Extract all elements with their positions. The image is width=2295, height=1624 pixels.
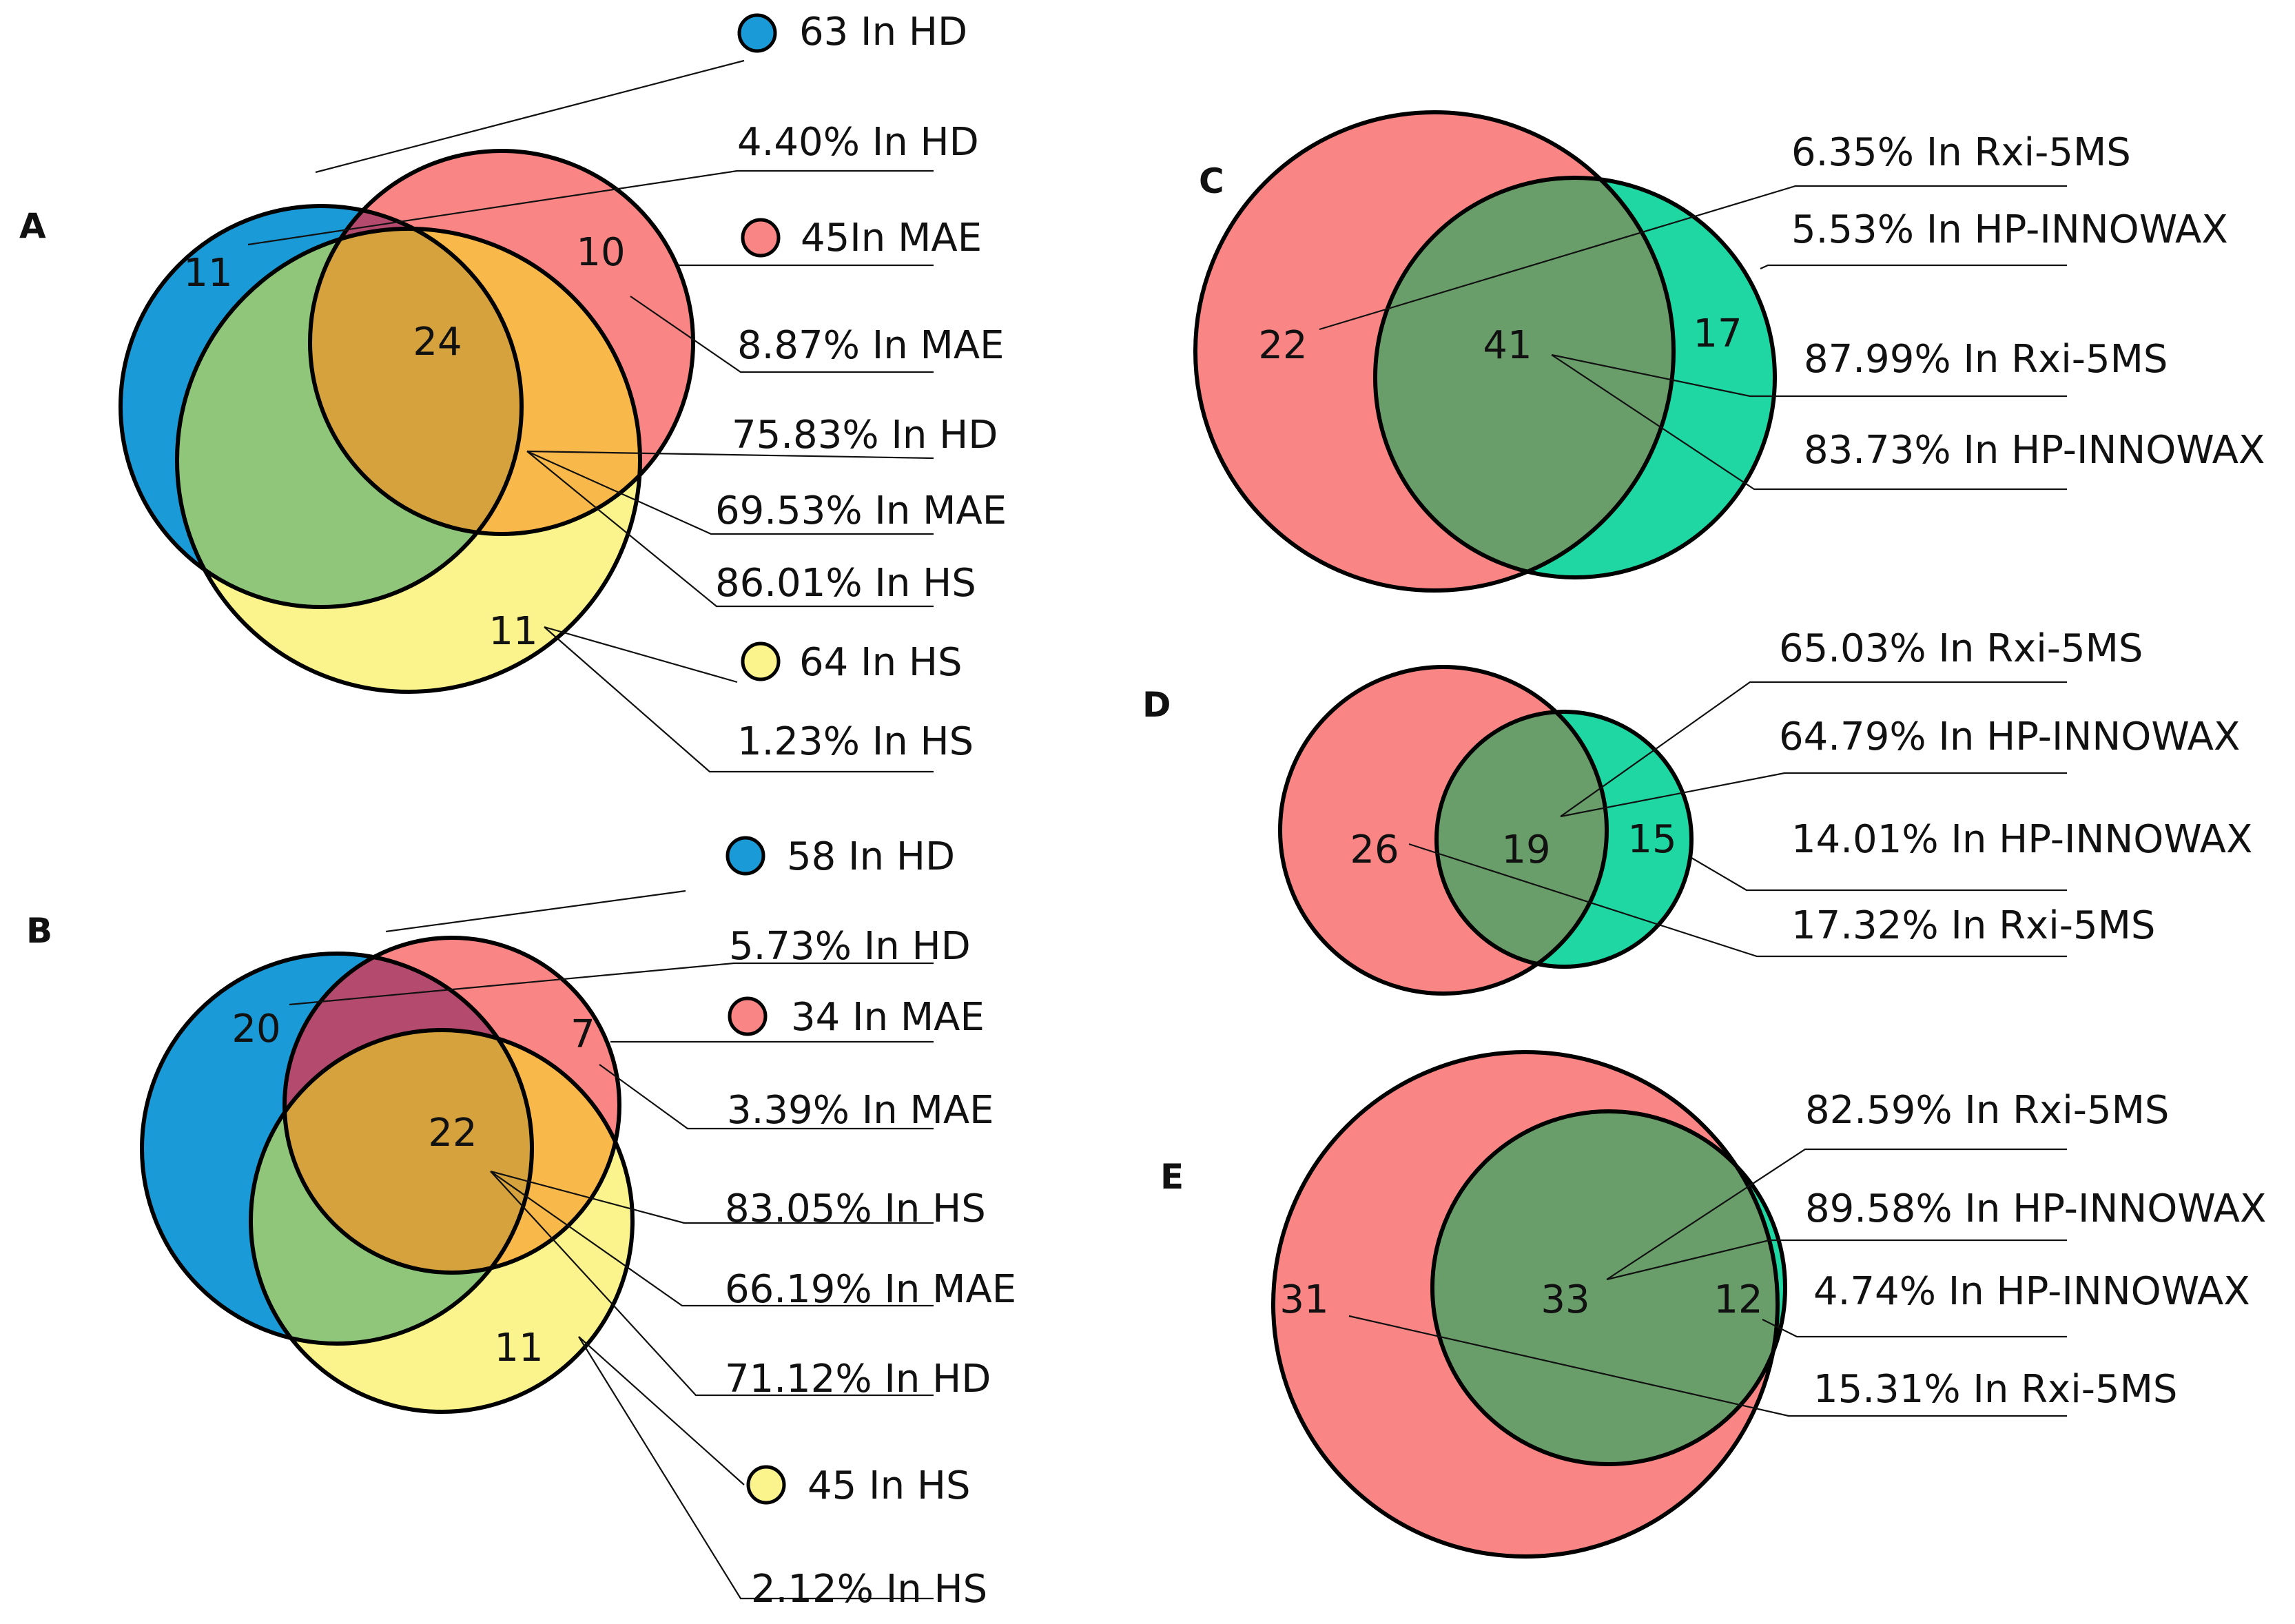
pct-center-label-3: 86.01% In HS: [715, 561, 976, 606]
pct-center-label-3: 71.12% In HD: [725, 1357, 991, 1401]
region-mae-only: 7: [570, 1012, 595, 1057]
panel-b: B 20 7 22 11 58 In HD 5.73% In HD 34 In …: [26, 834, 1016, 1612]
region-hd-only: 20: [231, 1007, 280, 1051]
legend-hd-dot: [737, 13, 777, 53]
region-hd-only: 11: [183, 251, 232, 296]
pct-center-label-1: 83.05% In HS: [725, 1186, 986, 1231]
line-label-2: 5.53% In HP-INNOWAX: [1791, 207, 2228, 252]
legend-hs-dot: [746, 1465, 786, 1505]
pct-center-label-2: 69.53% In MAE: [715, 489, 1007, 533]
line-label-3: 14.01% In HP-INNOWAX: [1791, 817, 2252, 862]
region-hs-only: 11: [488, 609, 537, 654]
line-label-2: 89.58% In HP-INNOWAX: [1805, 1186, 2266, 1231]
line-label-3: 4.74% In HP-INNOWAX: [1813, 1269, 2250, 1314]
pct-hs-only-label: 1.23% In HS: [737, 719, 974, 764]
region-hs-only: 11: [494, 1326, 543, 1370]
line-label-2: 64.79% In HP-INNOWAX: [1779, 715, 2240, 759]
region-left: 26: [1350, 828, 1399, 872]
pct-hd-only-label: 5.73% In HD: [729, 924, 971, 969]
line-label-1: 82.59% In Rxi-5MS: [1805, 1088, 2169, 1133]
region-overlap: 41: [1483, 323, 1532, 368]
panel-letter-c: C: [1199, 161, 1224, 201]
line-label-3: 87.99% In Rxi-5MS: [1804, 337, 2168, 382]
pct-center-label-2: 66.19% In MAE: [725, 1267, 1016, 1312]
region-center: 22: [428, 1111, 477, 1155]
overlap-region: [1432, 1111, 1778, 1464]
panel-a: A 11 10 24 11 63 In HD 4.40% In HD 45In …: [19, 10, 1007, 773]
panel-letter-d: D: [1142, 685, 1171, 725]
panel-c: C 22 41 17 6.35% In Rxi-5MS 5.53% In HP-…: [1193, 110, 2265, 593]
legend-hs-label: 64 In HS: [799, 640, 963, 685]
overlap-region: [1375, 178, 1674, 577]
line-label-1: 65.03% In Rxi-5MS: [1779, 626, 2143, 671]
center-overlap: [310, 229, 522, 534]
region-overlap: 33: [1541, 1277, 1589, 1322]
region-center: 24: [413, 320, 462, 364]
legend-mae-label: 34 In MAE: [791, 995, 985, 1040]
legend-hd-label: 58 In HD: [787, 834, 955, 879]
legend-hs-label: 45 In HS: [807, 1463, 971, 1508]
legend-mae-label: 45In MAE: [801, 216, 982, 260]
region-right: 12: [1713, 1277, 1762, 1322]
pct-center-label-1: 75.83% In HD: [732, 413, 998, 458]
legend-mae-dot: [728, 996, 768, 1036]
region-left: 22: [1258, 323, 1307, 368]
region-left: 31: [1279, 1277, 1328, 1322]
region-right: 15: [1627, 817, 1676, 862]
overlap-region: [1437, 712, 1607, 967]
legend-hd-label: 63 In HD: [799, 10, 967, 54]
pct-hs-only-label: 2.12% In HS: [751, 1567, 987, 1612]
pct-mae-only-label: 3.39% In MAE: [727, 1088, 994, 1133]
line-label-4: 17.32% In Rxi-5MS: [1791, 903, 2155, 948]
legend-mae-dot: [741, 218, 781, 258]
panel-letter-a: A: [19, 206, 46, 246]
legend-hd-dot: [725, 836, 765, 876]
legend-hs-dot: [741, 641, 781, 681]
center-overlap: [285, 1030, 532, 1273]
region-right: 17: [1693, 311, 1742, 356]
line-label-4: 83.73% In HP-INNOWAX: [1804, 428, 2265, 473]
panel-letter-e: E: [1160, 1157, 1184, 1197]
line-label-1: 6.35% In Rxi-5MS: [1791, 130, 2131, 175]
line-label-4: 15.31% In Rxi-5MS: [1813, 1367, 2177, 1412]
panel-e: E 31 33 12 82.59% In Rxi-5MS 89.58% In H…: [1160, 1050, 2266, 1559]
pct-mae-only-label: 8.87% In MAE: [737, 323, 1005, 368]
panel-d: D 26 19 15 65.03% In Rxi-5MS 64.79% In H…: [1142, 626, 2252, 996]
region-mae-only: 10: [576, 230, 625, 275]
pct-hd-only-label: 4.40% In HD: [737, 120, 979, 165]
panel-letter-b: B: [26, 911, 52, 951]
region-overlap: 19: [1501, 828, 1550, 872]
